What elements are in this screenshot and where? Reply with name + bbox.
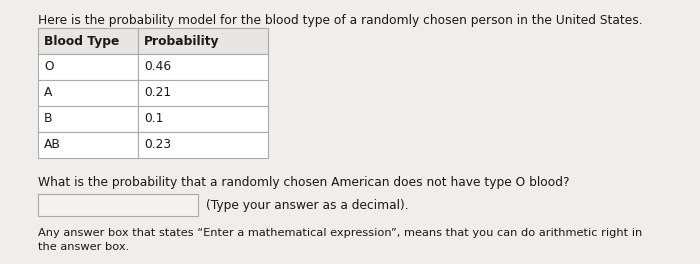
Bar [38, 80, 138, 106]
Text: Probability: Probability [144, 35, 220, 48]
Text: Here is the probability model for the blood type of a randomly chosen person in : Here is the probability model for the bl… [38, 14, 643, 27]
Bar [138, 54, 268, 80]
Text: the answer box.: the answer box. [38, 242, 130, 252]
Text: O: O [44, 60, 54, 73]
Text: A: A [44, 87, 52, 100]
Bar [138, 106, 268, 132]
Bar [38, 132, 138, 158]
Text: AB: AB [44, 139, 61, 152]
Text: What is the probability that a randomly chosen American does not have type O blo: What is the probability that a randomly … [38, 176, 570, 189]
Text: Blood Type: Blood Type [44, 35, 120, 48]
Bar [138, 28, 268, 54]
Text: Any answer box that states “Enter a mathematical expression”, means that you can: Any answer box that states “Enter a math… [38, 228, 643, 238]
Text: 0.1: 0.1 [144, 112, 163, 125]
Bar [138, 80, 268, 106]
Text: 0.21: 0.21 [144, 87, 171, 100]
Text: 0.23: 0.23 [144, 139, 171, 152]
Bar [38, 106, 138, 132]
Text: 0.46: 0.46 [144, 60, 171, 73]
Bar [38, 194, 198, 216]
Bar [138, 132, 268, 158]
Bar [38, 28, 138, 54]
Text: (Type your answer as a decimal).: (Type your answer as a decimal). [206, 199, 409, 211]
Text: B: B [44, 112, 52, 125]
Bar [38, 54, 138, 80]
